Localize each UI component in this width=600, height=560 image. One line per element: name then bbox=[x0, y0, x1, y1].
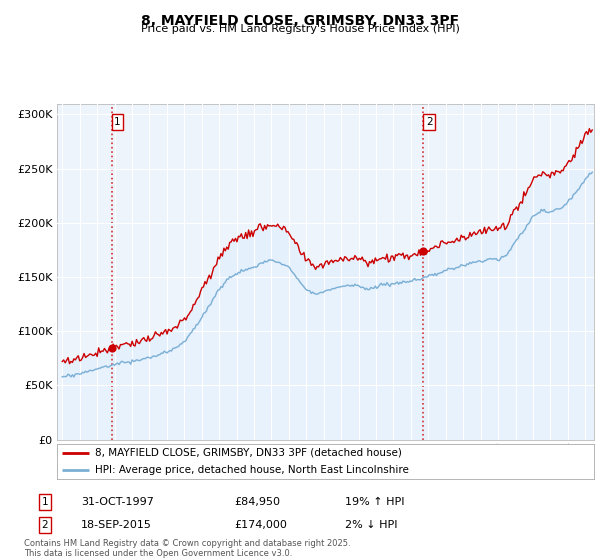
Text: 19% ↑ HPI: 19% ↑ HPI bbox=[345, 497, 404, 507]
Point bbox=[419, 246, 428, 255]
Text: HPI: Average price, detached house, North East Lincolnshire: HPI: Average price, detached house, Nort… bbox=[95, 465, 409, 475]
Text: 8, MAYFIELD CLOSE, GRIMSBY, DN33 3PF (detached house): 8, MAYFIELD CLOSE, GRIMSBY, DN33 3PF (de… bbox=[95, 448, 401, 458]
Text: 2: 2 bbox=[426, 117, 433, 127]
Text: 8, MAYFIELD CLOSE, GRIMSBY, DN33 3PF: 8, MAYFIELD CLOSE, GRIMSBY, DN33 3PF bbox=[141, 14, 459, 28]
Text: 2% ↓ HPI: 2% ↓ HPI bbox=[345, 520, 398, 530]
Text: 31-OCT-1997: 31-OCT-1997 bbox=[81, 497, 154, 507]
Point bbox=[107, 343, 116, 352]
Text: Contains HM Land Registry data © Crown copyright and database right 2025.
This d: Contains HM Land Registry data © Crown c… bbox=[24, 539, 350, 558]
Text: 2: 2 bbox=[41, 520, 49, 530]
Text: £84,950: £84,950 bbox=[234, 497, 280, 507]
Text: 1: 1 bbox=[41, 497, 49, 507]
Text: 1: 1 bbox=[114, 117, 121, 127]
Text: £174,000: £174,000 bbox=[234, 520, 287, 530]
Text: 18-SEP-2015: 18-SEP-2015 bbox=[81, 520, 152, 530]
Text: Price paid vs. HM Land Registry's House Price Index (HPI): Price paid vs. HM Land Registry's House … bbox=[140, 24, 460, 34]
